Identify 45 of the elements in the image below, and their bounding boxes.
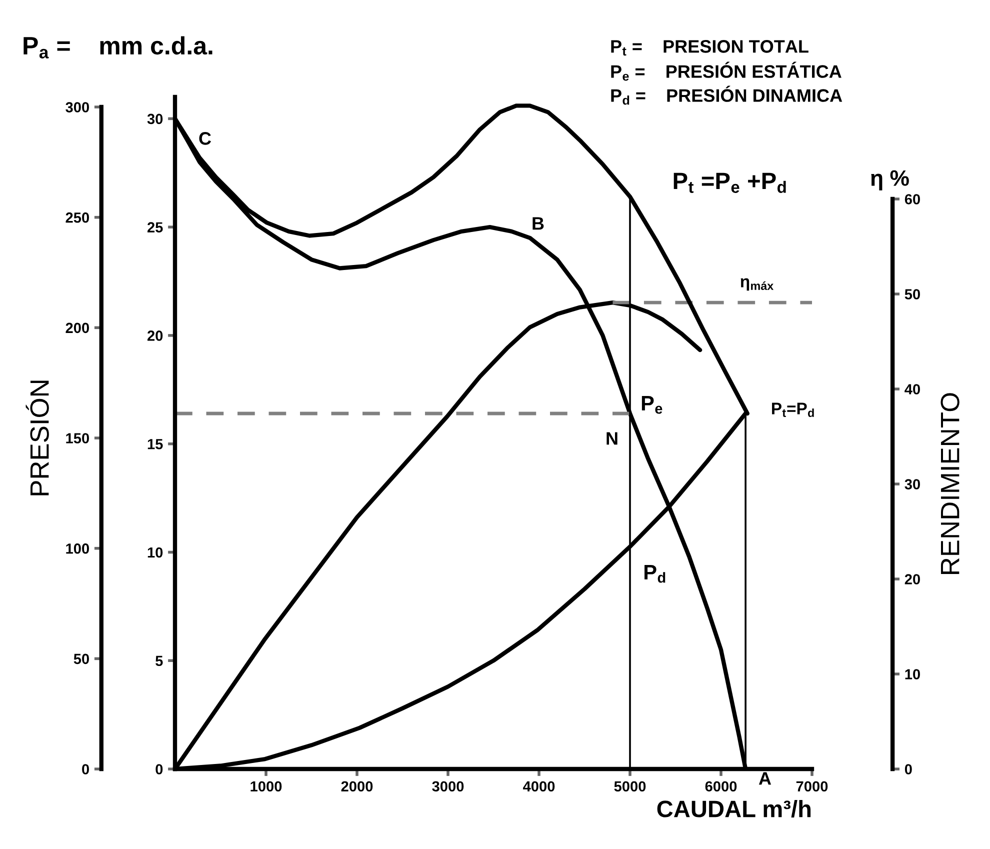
x-axis-title: CAUDAL m³/h <box>657 800 811 818</box>
y2-tick-label: 60 <box>904 194 920 204</box>
annotation: P$_{d}$ <box>644 565 666 583</box>
y3-tick-label: 50 <box>74 654 89 664</box>
annotation: N <box>606 432 618 445</box>
y3-tick-label: 300 <box>66 102 89 112</box>
y-tick-label: 25 <box>147 222 163 232</box>
x-tick-label: 3000 <box>432 781 464 792</box>
text: P$_{a}$ = mm c.d.a. <box>24 36 212 58</box>
y3-tick-label: 0 <box>82 764 89 774</box>
x-tick-label: 4000 <box>523 781 555 792</box>
annotation: B <box>532 217 544 230</box>
x-tick-label: 2000 <box>341 781 373 792</box>
y-tick-label: 5 <box>156 656 163 666</box>
annotation: P$_{t}$=P$_{d}$ <box>772 402 814 418</box>
y2-tick-label: 10 <box>905 669 920 680</box>
text: P$_{e}$ = PRESIÓN ESTÁTICA <box>611 62 842 81</box>
y2-tick-label: 30 <box>904 479 920 490</box>
y3-tick-label: 200 <box>66 322 89 334</box>
annotation: P$_{e}$ <box>642 396 662 414</box>
y2-tick-label: 50 <box>904 289 920 300</box>
y3-tick-label: 150 <box>66 433 89 444</box>
y-tick-label: 0 <box>156 764 163 774</box>
text: A <box>758 772 772 785</box>
annotation: P$_{d}$ = PRESIÓN DINAMICA <box>611 86 842 105</box>
y3-tick-label: 250 <box>66 212 89 223</box>
x-tick-label: 7000 <box>796 781 828 792</box>
text: η % <box>871 170 909 190</box>
y-tick-label: 30 <box>147 114 163 124</box>
y-tick-label: 10 <box>148 547 163 558</box>
y-tick-label: 20 <box>147 330 163 341</box>
y2-tick-label: 40 <box>904 384 920 394</box>
y2-tick-label: 0 <box>904 764 912 774</box>
y-tick-label: 15 <box>148 439 163 450</box>
x-tick-label: 5000 <box>614 781 646 792</box>
y2-axis-title: RENDIMIENTO <box>940 393 960 574</box>
x-tick-label: 6000 <box>705 781 737 792</box>
annotation: η$_{máx}$ <box>740 278 774 291</box>
y-axis-title: PRESIÓN <box>26 380 49 496</box>
annotation: P$_{t}$ =P$_{e}$ +P$_{d}$ <box>674 172 786 193</box>
y3-tick-label: 100 <box>66 543 89 554</box>
annotation: C <box>199 132 212 145</box>
text: P$_{t}$ = PRESION TOTAL <box>611 40 808 56</box>
x-tick-label: 1000 <box>250 781 282 792</box>
y2-tick-label: 20 <box>904 574 920 584</box>
